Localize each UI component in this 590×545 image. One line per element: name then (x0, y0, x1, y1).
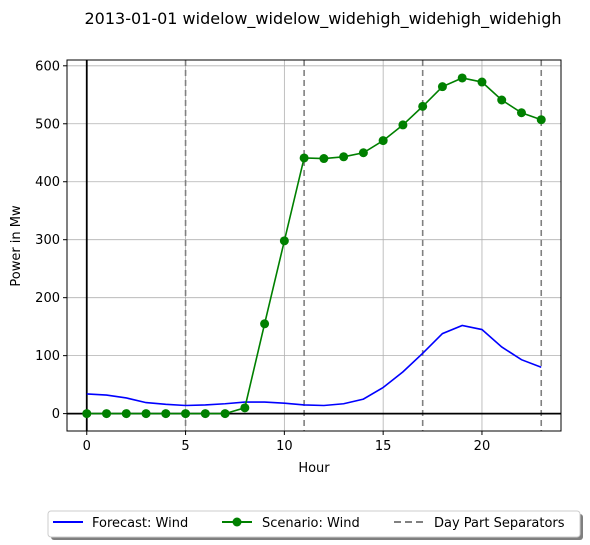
x-axis-ticks: 0 5 10 15 20 (83, 431, 491, 454)
y-axis-label: Power in Mw (9, 205, 24, 287)
y-tick-label: 500 (35, 117, 60, 132)
scenario-wind-point (516, 108, 526, 118)
plot-frame (66, 59, 562, 432)
legend: Forecast: Wind Scenario: Wind Day Part S… (47, 510, 583, 540)
scenario-wind-point (319, 154, 329, 164)
scenario-wind-point (497, 95, 507, 105)
legend-box (47, 510, 581, 538)
scenario-wind-point (240, 403, 250, 413)
legend-scenario-marker (232, 517, 242, 527)
scenario-wind-point (457, 73, 467, 83)
scenario-wind-point (398, 120, 408, 130)
x-tick-label: 20 (474, 439, 491, 454)
x-tick-label: 0 (83, 439, 91, 454)
scenario-wind-point (181, 409, 191, 419)
y-tick-label: 600 (35, 59, 60, 74)
scenario-wind-point (200, 409, 210, 419)
scenario-wind-point (260, 319, 270, 329)
scenario-wind-point (279, 236, 289, 246)
x-tick-label: 10 (276, 439, 293, 454)
forecast-wind-line (86, 324, 542, 407)
scenario-wind-point (477, 77, 487, 87)
legend-forecast-label: Forecast: Wind (92, 516, 188, 531)
scenario-wind-point (339, 152, 349, 162)
plot-area (66, 59, 562, 432)
x-tick-label: 15 (375, 439, 392, 454)
chart-title: 2013-01-01 widelow_widelow_widehigh_wide… (84, 9, 561, 29)
x-tick-label: 5 (181, 439, 189, 454)
scenario-wind-point (358, 148, 368, 158)
y-axis-ticks: 0 100 200 300 400 500 600 (35, 59, 67, 422)
scenario-wind-point (437, 82, 447, 92)
scenario-wind-point (102, 409, 112, 419)
scenario-wind-point (220, 409, 230, 419)
scenario-wind-point (536, 115, 546, 125)
y-tick-label: 100 (35, 349, 60, 364)
scenario-wind-point (161, 409, 171, 419)
y-tick-label: 300 (35, 233, 60, 248)
plot-background (67, 60, 561, 431)
legend-scenario-label: Scenario: Wind (262, 516, 360, 531)
series-layer (82, 73, 546, 419)
y-tick-label: 400 (35, 175, 60, 190)
y-tick-label: 200 (35, 291, 60, 306)
scenario-wind-point (418, 101, 428, 111)
scenario-wind-point (82, 409, 92, 419)
x-axis-label: Hour (298, 461, 330, 476)
y-tick-label: 0 (52, 407, 60, 422)
scenario-wind-point (121, 409, 131, 419)
scenario-wind-point (378, 136, 388, 146)
legend-separator-label: Day Part Separators (434, 516, 565, 531)
scenario-wind-point (299, 153, 309, 163)
scenario-wind-point (141, 409, 151, 419)
